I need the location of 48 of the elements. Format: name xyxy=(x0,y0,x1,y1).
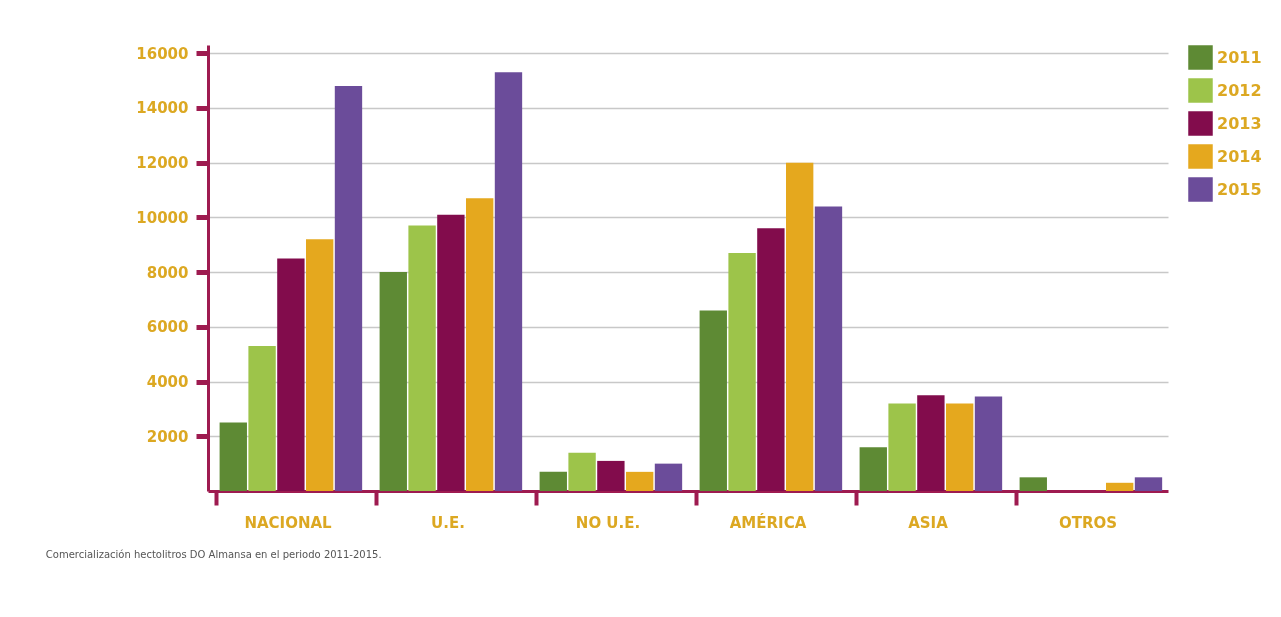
bar xyxy=(248,345,276,491)
bar xyxy=(974,396,1003,491)
y-tick-label: 12000 xyxy=(136,154,189,173)
y-tick-label: 10000 xyxy=(136,208,189,227)
bar xyxy=(219,422,247,491)
bar xyxy=(859,447,887,491)
text: Comercialización hectolitros DO Almansa en el periodo 2011-2015. xyxy=(45,549,382,560)
y-tick-label: 6000 xyxy=(146,318,189,337)
bar xyxy=(654,463,683,491)
bar xyxy=(1019,477,1047,491)
y-tick-label: 16000 xyxy=(136,44,189,63)
y-tick-label: 8000 xyxy=(146,263,189,282)
bar xyxy=(494,72,523,491)
y-tick-label: 14000 xyxy=(136,99,189,118)
legend-label: 2013 xyxy=(1217,113,1262,133)
bar xyxy=(277,258,305,491)
legend-label: 2012 xyxy=(1217,80,1262,100)
bar xyxy=(597,460,625,491)
bar xyxy=(334,86,363,491)
bar xyxy=(946,403,974,491)
bar xyxy=(757,228,785,491)
x-tick-label: OTROS xyxy=(1058,513,1118,532)
bar xyxy=(699,310,727,491)
bar xyxy=(466,198,494,491)
bar xyxy=(1134,477,1163,491)
bar xyxy=(728,252,756,491)
y-tick-label: 2000 xyxy=(146,427,189,446)
bar xyxy=(888,403,916,491)
x-tick-label: NO U.E. xyxy=(575,513,641,532)
legend-label: 2015 xyxy=(1217,179,1262,199)
x-tick-label: AMÉRICA xyxy=(729,512,807,532)
bar xyxy=(786,162,814,491)
bar xyxy=(626,471,654,491)
bar xyxy=(306,239,334,491)
legend-label: 2014 xyxy=(1217,146,1262,166)
bar xyxy=(539,471,567,491)
y-tick-label: 4000 xyxy=(146,373,189,392)
x-tick-label: ASIA xyxy=(908,513,949,532)
bar xyxy=(568,452,596,491)
bar xyxy=(379,272,407,491)
bar xyxy=(1106,482,1134,491)
bar xyxy=(814,206,843,491)
bar xyxy=(408,225,436,491)
legend-label: 2011 xyxy=(1217,47,1262,67)
x-tick-label: NACIONAL xyxy=(244,513,333,532)
bar xyxy=(437,214,465,491)
bar xyxy=(917,395,945,491)
x-tick-label: U.E. xyxy=(431,513,465,532)
